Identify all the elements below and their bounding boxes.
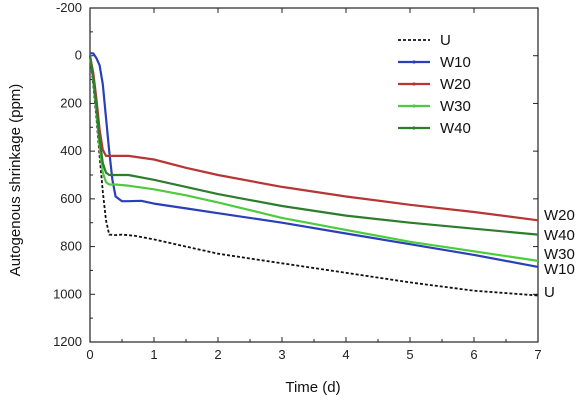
- y-tick-label: 800: [60, 239, 82, 254]
- series-line-u: [89, 55, 539, 297]
- x-tick-label: 6: [470, 347, 477, 362]
- x-axis: 0 1 2 3 4 5 6 7: [86, 8, 542, 362]
- end-label-u: U: [544, 284, 555, 301]
- end-label-w20: W20: [544, 207, 575, 224]
- x-tick-label: 3: [278, 347, 285, 362]
- legend-marker: [412, 104, 416, 108]
- y-tick-label: 600: [60, 191, 82, 206]
- legend-label-w10: W10: [440, 54, 471, 71]
- y-tick-label: 1200: [53, 334, 82, 349]
- legend-marker: [412, 126, 416, 130]
- y-tick-label: 400: [60, 143, 82, 158]
- end-label-w40: W40: [544, 227, 575, 244]
- legend-label-w40: W40: [440, 120, 471, 137]
- legend-marker: [412, 60, 416, 64]
- end-label-w30: W30: [544, 246, 575, 263]
- x-axis-title: Time (d): [285, 379, 340, 396]
- series-line-w10: [90, 52, 539, 268]
- y-axis: -200 0 200 400 600 800 1000 1200: [53, 0, 538, 349]
- legend-marker: [412, 82, 416, 86]
- x-tick-label: 7: [534, 347, 541, 362]
- legend-label-w20: W20: [440, 76, 471, 93]
- y-axis-title: Autogenous shrinkage (ppm): [7, 84, 24, 277]
- y-tick-label: 1000: [53, 286, 82, 301]
- y-tick-label: 0: [75, 48, 82, 63]
- x-tick-label: 5: [406, 347, 413, 362]
- series-end-labels: U W10 W20 W30 W40: [544, 207, 575, 301]
- series-line-w40: [88, 55, 539, 236]
- legend: U W10 W20 W30 W40: [398, 32, 471, 137]
- legend-label-u: U: [440, 32, 451, 49]
- y-tick-label: 200: [60, 95, 82, 110]
- x-tick-label: 2: [214, 347, 221, 362]
- x-tick-label: 4: [342, 347, 349, 362]
- legend-label-w30: W30: [440, 98, 471, 115]
- x-tick-label: 0: [86, 347, 93, 362]
- x-tick-label: 1: [150, 347, 157, 362]
- end-label-w10: W10: [544, 261, 575, 278]
- y-tick-label: -200: [56, 0, 82, 15]
- series-lines: [88, 52, 539, 297]
